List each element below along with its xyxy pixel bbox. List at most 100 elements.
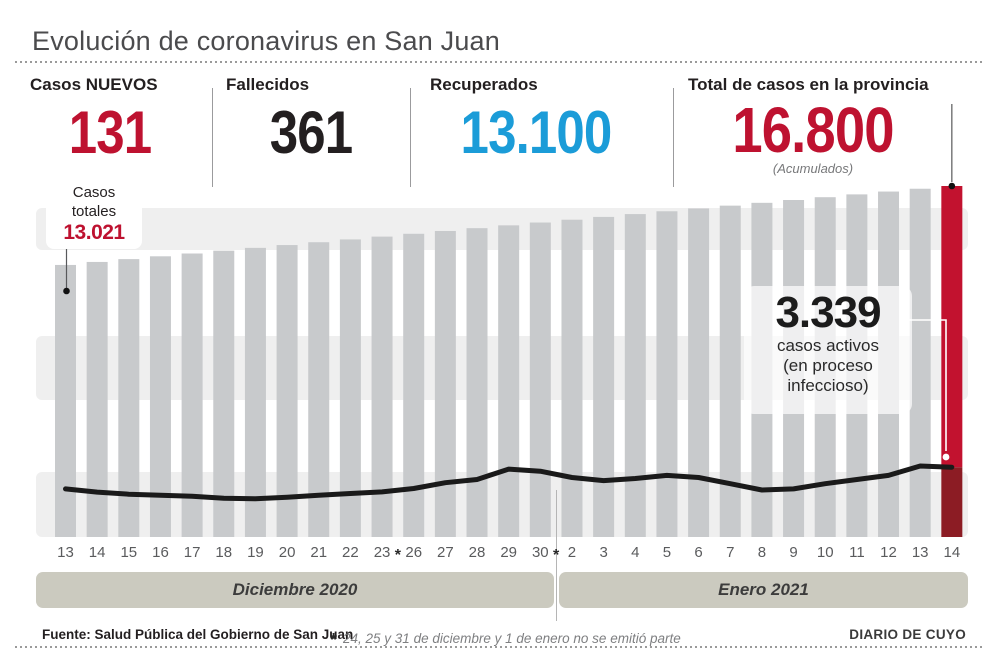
active-cases-line — [63, 463, 955, 502]
stat-value: 131 — [68, 99, 152, 166]
x-axis-label: 16 — [152, 544, 169, 561]
footnote-text: 24, 25 y 31 de diciembre y 1 de enero no… — [343, 631, 681, 646]
total-bar — [118, 259, 140, 537]
x-axis-label: 8 — [757, 544, 767, 561]
x-axis-label: 12 — [880, 544, 897, 561]
month-band-january: Enero 2021 — [559, 572, 968, 608]
stat-divider — [410, 88, 411, 187]
stat-label: Fallecidos — [226, 75, 310, 94]
total-bar — [498, 225, 520, 537]
stat-new-cases: Casos NUEVOS 131 — [30, 75, 190, 187]
total-bar — [213, 250, 235, 538]
total-bar — [403, 233, 425, 537]
footer: Fuente: Salud Pública del Gobierno de Sa… — [0, 624, 1000, 650]
gap-asterisk-icon: * — [553, 547, 560, 564]
x-axis-label: 10 — [816, 544, 834, 561]
source-text: Fuente: Salud Pública del Gobierno de Sa… — [42, 627, 354, 642]
total-bar-highlight — [941, 186, 963, 468]
stat-divider — [212, 88, 213, 187]
stat-label: Casos NUEVOS — [30, 75, 158, 94]
stat-value: 13.100 — [460, 99, 613, 166]
month-band-label: Diciembre 2020 — [232, 580, 358, 599]
total-bar — [308, 242, 330, 538]
x-axis-label: 23 — [373, 544, 391, 561]
annotation-text: infeccioso) — [787, 376, 869, 395]
total-bar — [371, 236, 393, 538]
stat-value: 16.800 — [732, 94, 894, 166]
x-axis-label: 27 — [437, 544, 454, 561]
annotation-text: totales — [71, 203, 117, 220]
total-bar — [55, 264, 76, 537]
annotation-active-cases: 3.339 casos activos (en proceso infeccio… — [744, 286, 912, 414]
x-axis-label: 14 — [943, 544, 961, 561]
x-axis-label: 13 — [57, 544, 74, 561]
stat-deaths: Fallecidos 361 — [226, 75, 396, 187]
stat-label: Total de casos en la provincia — [688, 75, 929, 94]
total-bar — [434, 230, 456, 537]
x-axis-label: 17 — [183, 544, 201, 561]
x-axis-label: 22 — [342, 544, 359, 561]
total-bar — [624, 214, 646, 537]
active-bar-segment — [941, 467, 963, 537]
page-title: Evolución de coronavirus en San Juan — [32, 26, 500, 56]
stat-recovered: Recuperados 13.100 — [430, 75, 642, 187]
x-axis-label: 6 — [694, 544, 703, 561]
total-bar — [339, 239, 361, 537]
annotation-text: (en proceso — [783, 356, 873, 375]
gap-asterisk-icon: * — [394, 547, 401, 564]
total-bar — [719, 205, 741, 537]
total-bar — [656, 211, 678, 537]
total-bar — [276, 245, 298, 537]
total-bar — [561, 219, 583, 537]
x-axis-label: 18 — [215, 544, 233, 561]
total-bar — [244, 247, 266, 537]
x-axis-label: 28 — [468, 544, 486, 561]
annotation-text: casos activos — [776, 336, 880, 355]
stat-total-cases: Total de casos en la provincia 16.800 (A… — [688, 75, 938, 187]
annotation-value: 13.021 — [63, 221, 125, 244]
total-bar — [909, 188, 931, 537]
footnote: * 24, 25 y 31 de diciembre y 1 de enero n… — [330, 627, 681, 650]
x-axis-label: 30 — [531, 544, 549, 561]
total-bar — [688, 208, 710, 537]
x-axis-label: 15 — [120, 544, 138, 561]
x-axis-label: 4 — [631, 544, 640, 561]
month-band-label: Enero 2021 — [718, 580, 809, 599]
total-bar — [593, 216, 615, 537]
x-axis-label: 14 — [88, 544, 106, 561]
stat-subtitle: (Acumulados) — [772, 161, 854, 176]
title-dotted-separator — [15, 61, 985, 63]
x-axis-label: 19 — [247, 544, 264, 561]
month-band-december: Diciembre 2020 — [36, 572, 554, 608]
callout-dot-last-bar — [948, 182, 956, 190]
total-bar — [181, 253, 203, 537]
stat-label: Recuperados — [430, 75, 538, 94]
total-bar — [86, 261, 108, 537]
x-axis-label: 21 — [310, 544, 328, 561]
footer-dotted-separator — [15, 646, 985, 648]
x-axis-label: 26 — [405, 544, 423, 561]
x-axis-label: 7 — [726, 544, 735, 561]
total-bar — [529, 222, 551, 537]
callout-line-active-cases — [908, 319, 947, 451]
x-axis-label: 2 — [567, 544, 577, 561]
callout-dot-active-cases — [942, 453, 950, 461]
x-axis-label: 5 — [662, 544, 672, 561]
annotation-value: 3.339 — [775, 288, 881, 337]
x-axis-label: 29 — [500, 544, 517, 561]
x-axis-label: 3 — [599, 544, 608, 561]
callout-dot-first-bar — [63, 287, 70, 295]
annotation-total-first: Casos totales 13.021 — [46, 181, 142, 249]
annotation-text: Casos — [72, 184, 116, 201]
stat-value: 361 — [269, 99, 353, 166]
x-axis-label: 20 — [278, 544, 296, 561]
brand-logo-text: DIARIO DE CUYO — [849, 627, 966, 642]
stat-divider — [673, 88, 674, 187]
asterisk-icon: * — [330, 630, 338, 650]
total-bar — [149, 256, 171, 537]
x-axis-label: 11 — [849, 544, 865, 561]
x-axis-label: 9 — [789, 544, 798, 561]
total-bar — [466, 228, 488, 537]
